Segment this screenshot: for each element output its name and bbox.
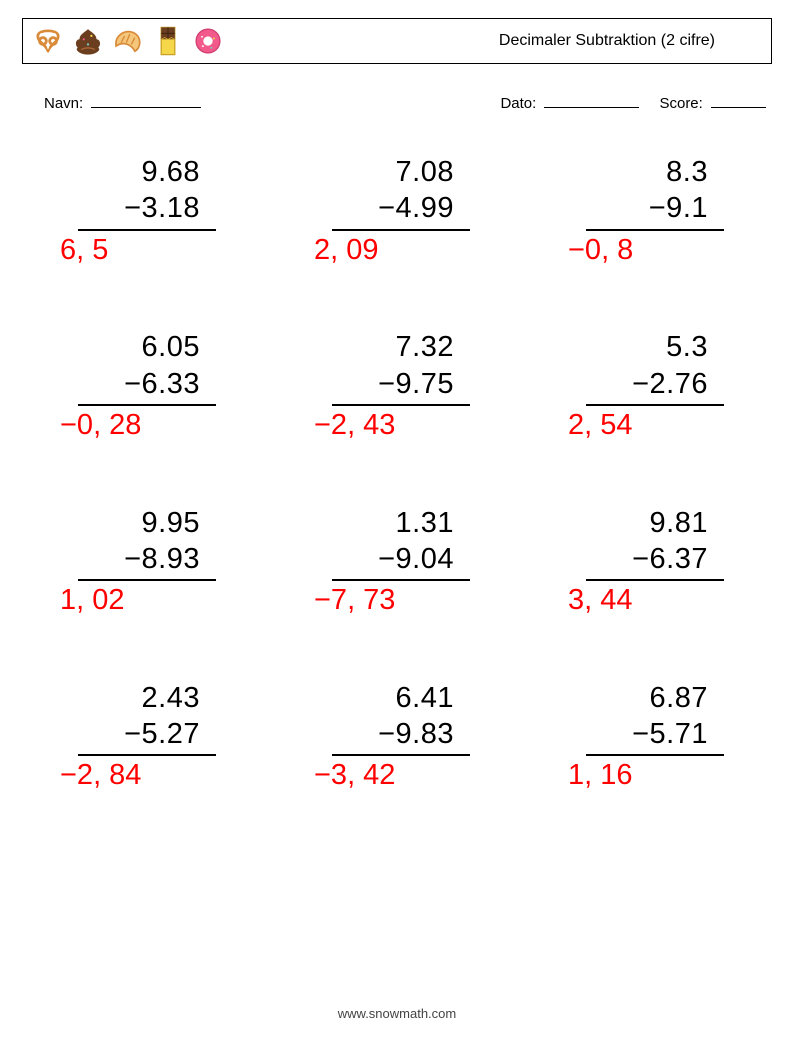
rule-line xyxy=(586,579,724,581)
rule-line xyxy=(332,229,470,231)
subtrahend: −6.33 xyxy=(56,366,216,402)
worksheet-page: Decimaler Subtraktion (2 cifre) Navn: Da… xyxy=(0,0,794,1053)
choc-swirl-icon xyxy=(71,24,105,58)
answer: −0, 28 xyxy=(56,408,216,443)
problem: 7.08 −4.99 2, 09 xyxy=(310,154,470,267)
subtrahend: −9.04 xyxy=(310,541,470,577)
rule-line xyxy=(586,229,724,231)
problem: 6.41 −9.83 −3, 42 xyxy=(310,680,470,793)
score-label: Score: xyxy=(659,95,702,112)
answer: −7, 73 xyxy=(310,583,470,618)
subtrahend: −9.1 xyxy=(564,190,724,226)
subtrahend: −5.71 xyxy=(564,716,724,752)
name-label: Navn: xyxy=(44,95,83,112)
score-blank xyxy=(711,94,766,108)
problem: 9.95 −8.93 1, 02 xyxy=(56,505,216,618)
croissant-icon xyxy=(111,24,145,58)
answer: −3, 42 xyxy=(310,758,470,793)
rule-line xyxy=(332,754,470,756)
header-box: Decimaler Subtraktion (2 cifre) xyxy=(22,18,772,64)
minuend: 1.31 xyxy=(310,505,470,541)
answer: 2, 09 xyxy=(310,233,470,268)
answer: 1, 02 xyxy=(56,583,216,618)
minuend: 8.3 xyxy=(564,154,724,190)
rule-line xyxy=(586,754,724,756)
subtrahend: −2.76 xyxy=(564,366,724,402)
date-blank xyxy=(544,94,639,108)
rule-line xyxy=(586,404,724,406)
answer: −2, 43 xyxy=(310,408,470,443)
minuend: 6.05 xyxy=(56,329,216,365)
subtrahend: −9.75 xyxy=(310,366,470,402)
subtrahend: −8.93 xyxy=(56,541,216,577)
answer: 2, 54 xyxy=(564,408,724,443)
minuend: 2.43 xyxy=(56,680,216,716)
name-field: Navn: xyxy=(44,94,201,112)
problem: 1.31 −9.04 −7, 73 xyxy=(310,505,470,618)
answer: 3, 44 xyxy=(564,583,724,618)
problem: 6.87 −5.71 1, 16 xyxy=(564,680,724,793)
minuend: 5.3 xyxy=(564,329,724,365)
choc-bar-icon xyxy=(151,24,185,58)
date-label: Dato: xyxy=(500,95,536,112)
problem: 6.05 −6.33 −0, 28 xyxy=(56,329,216,442)
minuend: 9.81 xyxy=(564,505,724,541)
minuend: 7.32 xyxy=(310,329,470,365)
donut-icon xyxy=(191,24,225,58)
name-blank xyxy=(91,94,201,108)
pretzel-icon xyxy=(31,24,65,58)
header-icons xyxy=(31,24,225,58)
date-field: Dato: xyxy=(500,94,639,112)
rule-line xyxy=(332,579,470,581)
minuend: 6.41 xyxy=(310,680,470,716)
subtrahend: −3.18 xyxy=(56,190,216,226)
subtrahend: −9.83 xyxy=(310,716,470,752)
info-row: Navn: Dato: Score: xyxy=(22,94,772,112)
problem: 5.3 −2.76 2, 54 xyxy=(564,329,724,442)
problem: 9.81 −6.37 3, 44 xyxy=(564,505,724,618)
subtrahend: −4.99 xyxy=(310,190,470,226)
footer-url: www.snowmath.com xyxy=(0,1006,794,1021)
answer: 6, 5 xyxy=(56,233,216,268)
minuend: 9.95 xyxy=(56,505,216,541)
rule-line xyxy=(332,404,470,406)
subtrahend: −6.37 xyxy=(564,541,724,577)
answer: −2, 84 xyxy=(56,758,216,793)
rule-line xyxy=(78,404,216,406)
problem: 7.32 −9.75 −2, 43 xyxy=(310,329,470,442)
rule-line xyxy=(78,754,216,756)
score-field: Score: xyxy=(659,94,766,112)
problems-grid: 9.68 −3.18 6, 5 7.08 −4.99 2, 09 8.3 −9.… xyxy=(22,154,772,793)
rule-line xyxy=(78,229,216,231)
problem: 8.3 −9.1 −0, 8 xyxy=(564,154,724,267)
problem: 2.43 −5.27 −2, 84 xyxy=(56,680,216,793)
answer: 1, 16 xyxy=(564,758,724,793)
minuend: 9.68 xyxy=(56,154,216,190)
answer: −0, 8 xyxy=(564,233,724,268)
minuend: 6.87 xyxy=(564,680,724,716)
worksheet-title: Decimaler Subtraktion (2 cifre) xyxy=(499,32,755,50)
minuend: 7.08 xyxy=(310,154,470,190)
problem: 9.68 −3.18 6, 5 xyxy=(56,154,216,267)
rule-line xyxy=(78,579,216,581)
subtrahend: −5.27 xyxy=(56,716,216,752)
